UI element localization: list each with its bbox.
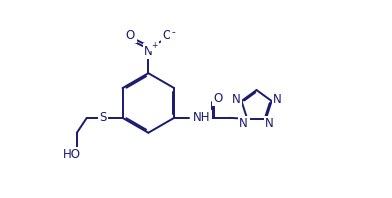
Text: NH: NH bbox=[193, 111, 211, 124]
Text: N: N bbox=[265, 117, 274, 130]
Text: O: O bbox=[163, 29, 172, 42]
Text: -: - bbox=[171, 28, 175, 37]
Text: O: O bbox=[126, 29, 135, 42]
Text: HO: HO bbox=[63, 148, 81, 161]
Text: N: N bbox=[240, 117, 248, 130]
Text: N: N bbox=[273, 93, 282, 106]
Text: S: S bbox=[99, 111, 106, 124]
Text: N: N bbox=[144, 45, 153, 58]
Text: +: + bbox=[151, 41, 158, 50]
Text: O: O bbox=[213, 91, 222, 105]
Text: N: N bbox=[231, 93, 240, 106]
